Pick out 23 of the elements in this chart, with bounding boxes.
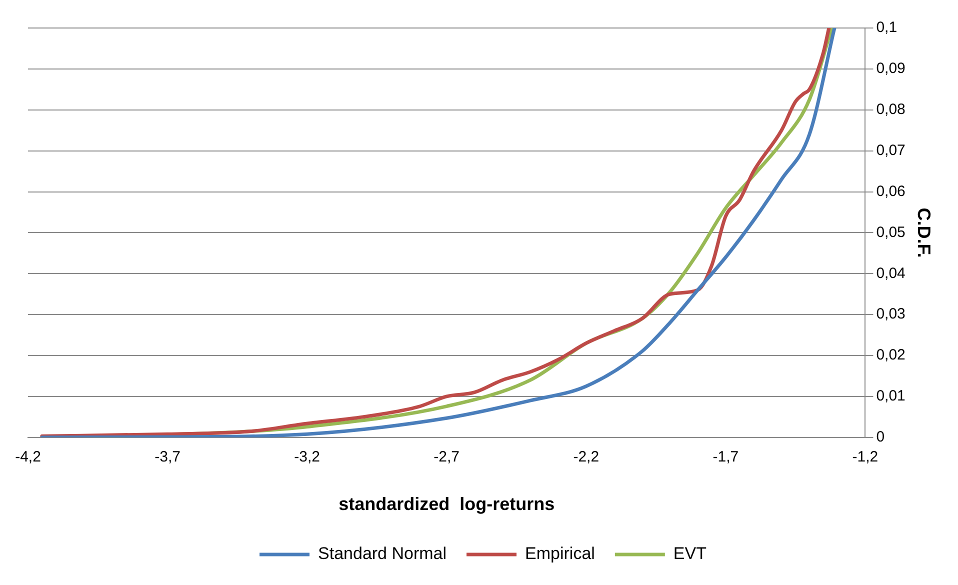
x-tick-label: -1,2: [852, 448, 878, 466]
y-tick-label: 0,1: [876, 19, 898, 36]
y-tick-label: 0,05: [876, 224, 906, 241]
x-tick-label: -2,7: [434, 448, 460, 466]
x-tick-label: -3,7: [154, 448, 180, 466]
legend-label: EVT: [673, 544, 706, 564]
y-tick-label: 0,04: [876, 264, 906, 282]
x-tick-label: -2,2: [573, 448, 600, 466]
y-tick-label: 0,02: [876, 346, 906, 364]
y-axis-title: C.D.F.: [914, 208, 934, 258]
legend-label: Empirical: [525, 544, 595, 564]
x-tick-label: -3,2: [294, 448, 320, 466]
y-tick-label: 0,01: [876, 388, 906, 405]
legend-label: Standard Normal: [318, 544, 447, 564]
y-tick-label: 0: [876, 428, 885, 446]
y-tick-label: 0,07: [876, 142, 906, 159]
x-axis-title: standardized log-returns: [338, 494, 555, 514]
y-tick-label: 0,08: [876, 101, 906, 118]
y-tick-label: 0,06: [876, 182, 906, 200]
x-tick-label: -1,7: [712, 448, 739, 466]
x-tick-label: -4,2: [15, 448, 41, 466]
y-tick-label: 0,09: [876, 60, 906, 78]
y-tick-label: 0,03: [876, 306, 906, 323]
